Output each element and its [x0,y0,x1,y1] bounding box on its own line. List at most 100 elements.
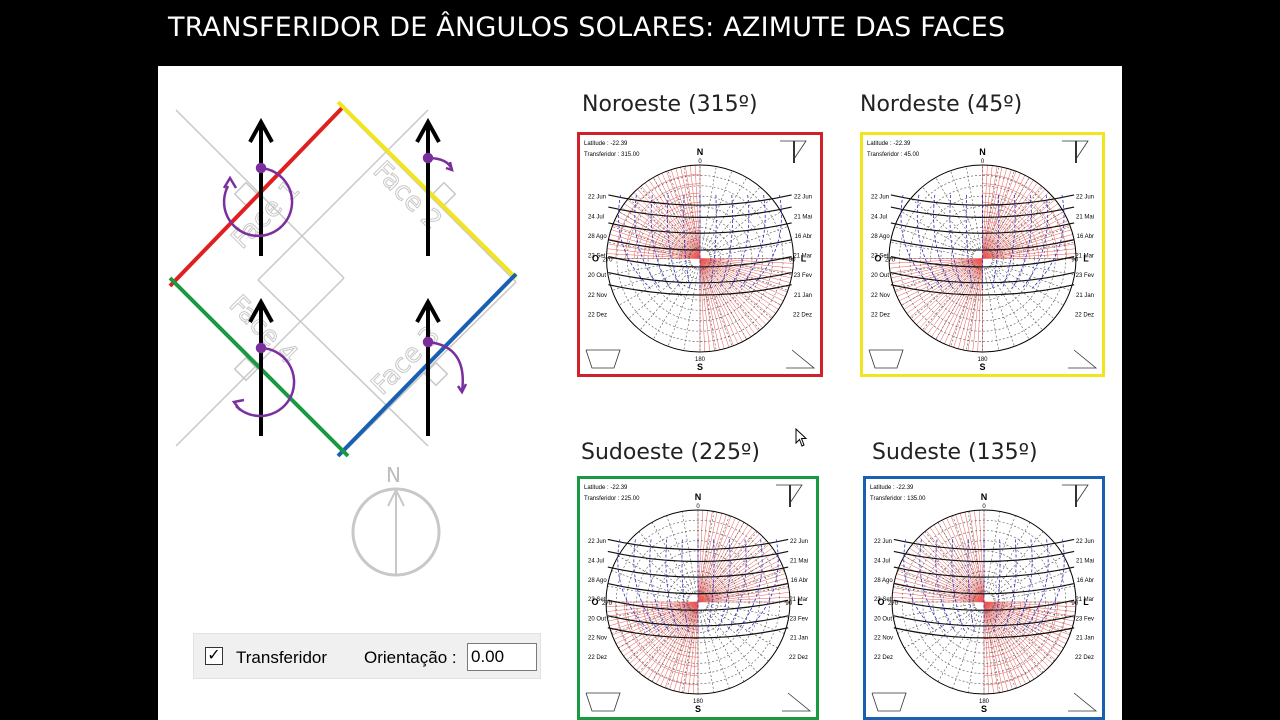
latitude-text: Latitude : -22.39 [870,485,914,491]
date-label-left: 20 Out [871,273,889,279]
compass-n-label: N [386,463,401,487]
east-letter: L [1083,254,1089,264]
date-label-left: 23 Set [874,597,892,603]
corner-glyphs [585,140,816,369]
date-label-right: 21 Jan [794,293,812,299]
date-label-left: 22 Jun [874,539,892,545]
chart-title-sudeste: Sudeste (135º) [872,440,1038,465]
sunpath-chart-sudeste: N 0 S 180 L 90 O 270 22 Jun 24 Jul 28 Ago 23 Set 20 … [863,476,1105,720]
date-label-left: 22 Nov [871,293,890,299]
date-label-right: 23 Fev [1076,273,1094,279]
chart-title-noroeste: Noroeste (315º) [582,92,758,117]
date-label-right: 23 Fev [1076,616,1094,622]
transferidor-text: Transferidor : 315.00 [584,152,640,158]
south-degree: 180 [977,357,988,363]
date-label-right: 22 Dez [1075,655,1094,661]
mouse-pointer-icon [795,428,808,447]
date-label-right: 21 Mar [789,597,808,603]
west-letter: O [877,597,884,607]
date-label-left: 28 Ago [588,234,607,240]
north-degree: 0 [698,159,702,165]
east-letter: L [797,597,803,607]
north-degree: 0 [982,504,986,510]
date-label-right: 16 Abr [1077,578,1094,584]
date-label-right: 21 Mar [793,254,812,260]
north-degree: 0 [696,504,700,510]
date-label-left: 28 Ago [588,578,607,584]
date-label-left: 28 Ago [874,578,893,584]
face-1-line [168,104,346,288]
date-label-left: 22 Jun [588,195,606,201]
south-degree: 180 [693,699,704,705]
date-label-left: 20 Out [588,616,606,622]
date-label-right: 21 Mai [790,558,808,564]
north-letter: N [981,492,988,502]
east-degree: 90 [789,258,796,264]
date-label-left: 22 Dez [588,655,607,661]
date-label-left: 20 Out [588,273,606,279]
south-letter: S [979,362,985,372]
date-label-right: 16 Abr [791,578,808,584]
south-letter: S [697,362,703,372]
west-letter: O [592,254,599,264]
corner-glyphs [868,140,1098,369]
transferidor-text: Transferidor : 225.00 [584,496,640,502]
date-label-right: 22 Dez [793,312,812,318]
date-label-right: 16 Abr [795,234,812,240]
west-degree: 270 [603,258,614,264]
sunpath-chart-nordeste: N 0 S 180 L 90 O 270 22 Jun 24 Jul 28 Ago 23 Set 20 … [860,132,1105,377]
date-label-right: 23 Fev [790,616,808,622]
transferidor-checkbox-label: Transferidor [236,648,328,667]
date-label-right: 21 Mai [794,214,812,220]
sunpath-chart-noroeste: N 0 S 180 L 90 O 270 22 Jun 24 Jul 28 Ago 23 Set 20 … [577,132,823,377]
corner-glyphs [585,484,812,712]
date-label-right: 21 Mai [1076,558,1094,564]
date-label-left: 22 Nov [588,293,607,299]
date-label-left: 22 Dez [874,655,893,661]
faces-diagram: Face 1 Face 2 Face 3 Face 4 N [168,100,518,577]
west-letter: O [591,597,598,607]
orientation-input[interactable] [467,643,537,671]
date-label-right: 22 Jun [794,195,812,201]
sunpath-chart-sudoeste: N 0 S 180 L 90 O 270 22 Jun 24 Jul 28 Ago 23 Set 20 … [577,476,819,720]
east-degree: 90 [785,601,792,607]
east-degree: 90 [1071,601,1078,607]
date-label-right: 22 Dez [1075,312,1094,318]
north-letter: N [695,492,702,502]
corner-glyphs [871,484,1098,712]
rotation-arcs [222,152,468,418]
date-label-right: 22 Jun [1076,539,1094,545]
east-letter: L [801,254,807,264]
date-label-right: 22 Jun [790,539,808,545]
chart-title-nordeste: Nordeste (45º) [860,92,1023,117]
date-label-left: 24 Jul [588,214,604,220]
date-label-left: 23 Set [871,254,889,260]
south-letter: S [695,704,701,714]
date-label-left: 22 Jun [588,539,606,545]
date-label-right: 22 Jun [1076,195,1094,201]
transferidor-checkbox[interactable]: ✓ [205,647,223,665]
date-label-right: 21 Jan [790,636,808,642]
latitude-text: Latitude : -22.39 [584,485,628,491]
date-label-left: 22 Dez [588,312,607,318]
date-label-right: 21 Jan [1076,293,1094,299]
latitude-text: Latitude : -22.39 [584,141,628,147]
date-label-left: 24 Jul [874,558,890,564]
page-title: TRANSFERIDOR DE ÂNGULOS SOLARES: AZIMUTE… [168,12,1006,43]
north-letter: N [979,147,986,157]
transferidor-text: Transferidor : 135.00 [870,496,926,502]
hour-lines [903,539,1065,632]
date-label-right: 21 Mar [1075,597,1094,603]
east-degree: 90 [1071,258,1078,264]
date-label-left: 22 Nov [874,636,893,642]
protractor-fan [606,164,794,352]
date-label-left: 24 Jul [588,558,604,564]
date-label-right: 16 Abr [1077,234,1094,240]
date-label-left: 22 Nov [588,636,607,642]
date-label-right: 21 Jan [1076,636,1094,642]
south-degree: 180 [695,357,706,363]
north-letter: N [697,147,704,157]
date-label-right: 22 Dez [789,655,808,661]
